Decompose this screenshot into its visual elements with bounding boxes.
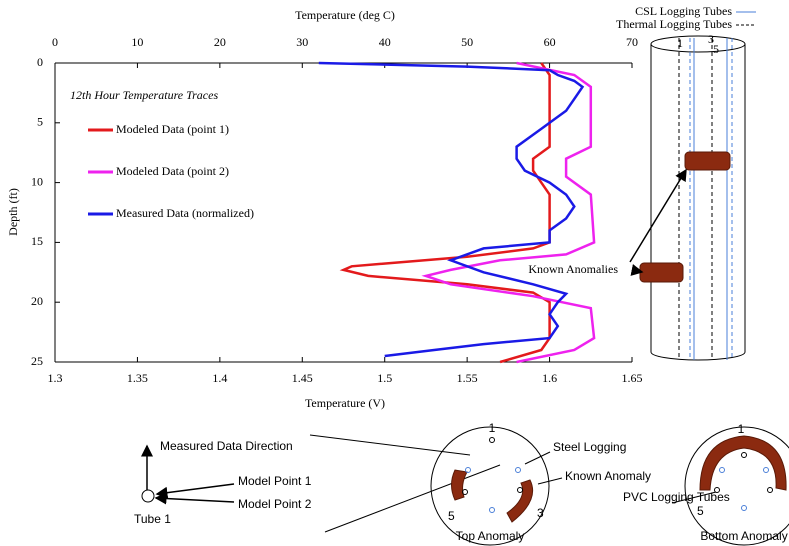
cylinder-diagram xyxy=(630,12,756,360)
annotation: 12th Hour Temperature Traces xyxy=(70,88,218,102)
anomaly-label: Known Anomaly xyxy=(565,469,651,483)
data-line xyxy=(344,63,550,362)
direction-label: Measured Data Direction xyxy=(160,439,293,453)
y-tick-label: 0 xyxy=(37,55,43,69)
x-tick-label: 1.65 xyxy=(622,371,643,385)
y-axis-title: Depth (ft) xyxy=(6,188,20,236)
x2-tick-label: 50 xyxy=(461,35,473,49)
x2-axis-title: Temperature (deg C) xyxy=(295,8,395,22)
y-tick-label: 25 xyxy=(31,354,43,368)
x-tick-label: 1.55 xyxy=(457,371,478,385)
x2-tick-label: 30 xyxy=(296,35,308,49)
tube-label: 1 xyxy=(677,36,683,50)
direction-label: Tube 1 xyxy=(134,512,171,526)
caption: Top Anomaly xyxy=(456,529,525,543)
x-tick-label: 1.35 xyxy=(127,371,148,385)
x2-tick-label: 40 xyxy=(379,35,391,49)
x2-tick-label: 70 xyxy=(626,35,638,49)
legend-label: Thermal Logging Tubes xyxy=(616,17,732,31)
legend-label: Modeled Data (point 1) xyxy=(116,122,229,136)
x-tick-label: 1.3 xyxy=(48,371,63,385)
anomaly-label: Known Anomalies xyxy=(528,262,618,276)
tube-label: 5 xyxy=(713,42,719,56)
y-tick-label: 5 xyxy=(37,115,43,129)
tube-label: 3 xyxy=(537,506,544,520)
steel-label: Steel Logging xyxy=(553,440,626,454)
pvc-label: PVC Logging Tubes xyxy=(623,490,730,504)
tube-label: 1 xyxy=(738,422,745,436)
caption: Bottom Anomaly xyxy=(700,529,787,543)
y-tick-label: 15 xyxy=(31,234,43,248)
data-line xyxy=(319,63,583,356)
figure: Temperature (deg C) Temperature (V) Dept… xyxy=(0,0,789,546)
tube-label: 1 xyxy=(489,421,496,435)
x-axis-title: Temperature (V) xyxy=(305,396,385,410)
x-tick-label: 1.5 xyxy=(377,371,392,385)
x2-tick-label: 60 xyxy=(544,35,556,49)
x2-tick-label: 10 xyxy=(131,35,143,49)
x2-tick-label: 0 xyxy=(52,35,58,49)
tube-label: 5 xyxy=(448,509,455,523)
direction-label: Model Point 2 xyxy=(238,497,312,511)
legend-label: CSL Logging Tubes xyxy=(635,4,732,18)
y-tick-label: 10 xyxy=(31,174,43,188)
x-tick-label: 1.45 xyxy=(292,371,313,385)
x-tick-label: 1.6 xyxy=(542,371,557,385)
y-tick-label: 20 xyxy=(31,294,43,308)
x2-tick-label: 20 xyxy=(214,35,226,49)
legend-label: Modeled Data (point 2) xyxy=(116,164,229,178)
legend-label: Measured Data (normalized) xyxy=(116,206,254,220)
x-tick-label: 1.4 xyxy=(212,371,227,385)
tube-label: 5 xyxy=(697,504,704,518)
direction-label: Model Point 1 xyxy=(238,474,312,488)
